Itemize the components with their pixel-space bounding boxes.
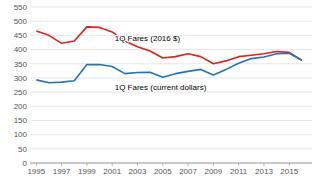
grid-line bbox=[30, 77, 312, 78]
x-tick bbox=[162, 163, 163, 166]
x-tick-label: 2003 bbox=[129, 167, 147, 176]
x-tick bbox=[289, 163, 290, 166]
x-tick bbox=[86, 163, 87, 166]
y-tick-label: 200 bbox=[14, 102, 28, 111]
y-tick-label: 50 bbox=[18, 145, 27, 154]
x-tick-label: 2011 bbox=[230, 167, 248, 176]
grid-line bbox=[30, 49, 312, 50]
lines bbox=[36, 27, 302, 83]
grid-line bbox=[30, 134, 312, 135]
series-line bbox=[36, 27, 302, 64]
annotation: 1Q Fares (current dollars) bbox=[115, 83, 207, 92]
y-tick-label: 450 bbox=[14, 31, 28, 40]
x-tick bbox=[263, 163, 264, 166]
x-tick-label: 1999 bbox=[78, 167, 96, 176]
x-tick bbox=[238, 163, 239, 166]
x-tick bbox=[188, 163, 189, 166]
x-tick bbox=[213, 163, 214, 166]
grid-line bbox=[30, 148, 312, 149]
grid-line bbox=[30, 120, 312, 121]
x-tick bbox=[61, 163, 62, 166]
x-axis-line bbox=[30, 163, 312, 164]
y-tick-label: 500 bbox=[14, 17, 28, 26]
y-tick-label: 300 bbox=[14, 74, 28, 83]
grid-line bbox=[30, 7, 312, 8]
x-tick bbox=[36, 163, 37, 166]
x-tick-label: 2007 bbox=[179, 167, 197, 176]
y-tick-label: 250 bbox=[14, 88, 28, 97]
x-tick bbox=[112, 163, 113, 166]
x-tick-label: 1997 bbox=[53, 167, 71, 176]
x-tick-label: 2005 bbox=[154, 167, 172, 176]
y-tick-label: 350 bbox=[14, 60, 28, 69]
annotation: 1Q Fares (2016 $) bbox=[115, 34, 181, 43]
x-tick-label: 2015 bbox=[280, 167, 298, 176]
y-tick-label: 150 bbox=[14, 116, 28, 125]
y-tick-label: 550 bbox=[14, 3, 28, 12]
x-tick-label: 1995 bbox=[27, 167, 45, 176]
grid-line bbox=[30, 106, 312, 107]
y-tick-label: 100 bbox=[14, 130, 28, 139]
x-tick-label: 2001 bbox=[103, 167, 121, 176]
chart: 0501001502002503003504004505005501995199… bbox=[0, 0, 320, 181]
grid-line bbox=[30, 63, 312, 64]
grid-line bbox=[30, 21, 312, 22]
x-tick-label: 2013 bbox=[255, 167, 273, 176]
x-tick-label: 2009 bbox=[204, 167, 222, 176]
x-tick bbox=[137, 163, 138, 166]
series-line bbox=[36, 53, 302, 83]
grid-line bbox=[30, 163, 312, 164]
y-grid bbox=[30, 7, 312, 163]
y-tick-label: 400 bbox=[14, 45, 28, 54]
